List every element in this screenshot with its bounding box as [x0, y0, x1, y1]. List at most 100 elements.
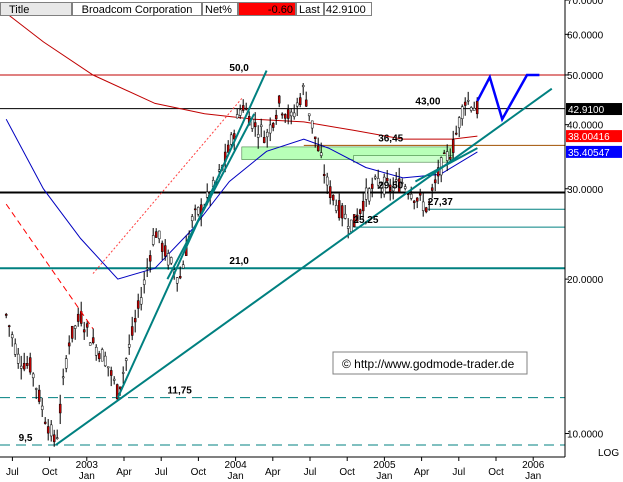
price-candle: [235, 114, 239, 119]
price-candle: [127, 344, 131, 348]
trend-line: [116, 70, 268, 399]
price-candle: [55, 437, 59, 439]
price-candle: [256, 134, 260, 138]
x-tick-year: 2005: [373, 460, 396, 471]
level-annotation: 21,0: [229, 256, 249, 267]
price-candle: [472, 107, 476, 111]
price-candle: [355, 214, 359, 222]
price-candle: [229, 134, 233, 145]
x-tick-label: Apr: [265, 467, 281, 478]
price-candle: [139, 297, 143, 305]
trend-line: [166, 113, 256, 280]
price-candle: [289, 111, 293, 117]
price-candle: [367, 188, 371, 202]
price-candle: [16, 353, 20, 364]
price-candle: [166, 253, 170, 266]
trend-line: [414, 147, 478, 183]
price-candle: [433, 179, 437, 184]
price-candle: [205, 191, 209, 198]
price-candle: [259, 124, 263, 127]
x-tick-label: Oct: [339, 467, 355, 478]
price-candle: [46, 426, 50, 434]
moving-average-line: [5, 12, 478, 140]
x-tick-label: Jan: [228, 471, 244, 482]
price-tag: 38.00416: [566, 130, 622, 143]
price-candle: [265, 131, 269, 138]
price-candle: [304, 99, 308, 107]
price-candle: [451, 139, 455, 153]
price-candle: [109, 370, 113, 376]
price-candle: [238, 109, 242, 116]
price-candle: [130, 326, 134, 336]
price-candle: [385, 178, 389, 182]
price-candle: [154, 231, 158, 238]
price-candle: [280, 113, 284, 116]
price-candle: [421, 201, 425, 211]
header-last-value: 42.9100: [324, 2, 372, 16]
price-candle: [295, 102, 299, 107]
price-candle: [7, 325, 11, 328]
price-candle: [28, 357, 32, 373]
price-candle: [406, 193, 410, 195]
price-candle: [121, 372, 125, 374]
x-tick-year: 2004: [224, 460, 247, 471]
price-candle: [178, 276, 182, 279]
price-candle: [358, 209, 362, 214]
price-bars-layer: [4, 83, 479, 447]
price-candle: [322, 173, 326, 177]
price-candle: [169, 257, 173, 264]
level-annotation: 29,50: [378, 181, 403, 192]
price-candle: [346, 226, 350, 229]
x-tick-label: Jul: [6, 467, 19, 478]
level-annotation: 9,5: [19, 433, 33, 444]
price-candle: [76, 313, 80, 322]
x-tick-label: Jan: [376, 471, 392, 482]
price-candle: [460, 106, 464, 119]
price-candle: [415, 197, 419, 202]
price-candle: [151, 235, 155, 245]
price-candle: [292, 112, 296, 118]
price-candle: [268, 124, 272, 134]
price-candle: [379, 184, 383, 188]
projection-layer: [476, 73, 540, 123]
trend-line: [55, 87, 553, 446]
price-candle: [361, 200, 365, 212]
price-candle: [82, 329, 86, 333]
price-candle: [94, 347, 98, 356]
price-tag-label: 38.00416: [568, 132, 610, 143]
price-candle: [370, 183, 374, 189]
price-candle: [454, 132, 458, 135]
header-last-label: Last: [296, 2, 324, 16]
price-candle: [103, 355, 107, 367]
price-candle: [316, 145, 320, 152]
y-tick-label: 70.0000: [567, 0, 604, 7]
x-tick-label: Jan: [79, 471, 95, 482]
price-candle: [19, 365, 23, 369]
price-candle: [196, 207, 200, 215]
price-candle: [382, 176, 386, 195]
price-candle: [442, 152, 446, 155]
price-candle: [73, 325, 77, 329]
price-candle: [271, 123, 275, 128]
price-candle: [40, 405, 44, 410]
price-candle: [145, 267, 149, 270]
y-tick-label: 10.0000: [567, 430, 604, 441]
y-tick-label: 40.0000: [567, 121, 604, 132]
price-candle: [22, 362, 26, 370]
price-candle: [244, 107, 248, 110]
price-candle: [31, 373, 35, 379]
price-candle: [4, 313, 8, 316]
price-candle: [190, 216, 194, 222]
price-candle: [25, 363, 29, 366]
price-candle: [343, 213, 347, 219]
price-candle: [10, 334, 14, 339]
price-candle: [91, 337, 95, 344]
price-candle: [307, 113, 311, 117]
price-candle: [100, 349, 104, 362]
price-candle: [430, 187, 434, 191]
price-candle: [157, 230, 161, 240]
price-candle: [463, 101, 467, 106]
price-candle: [88, 342, 92, 346]
price-candle: [340, 205, 344, 219]
